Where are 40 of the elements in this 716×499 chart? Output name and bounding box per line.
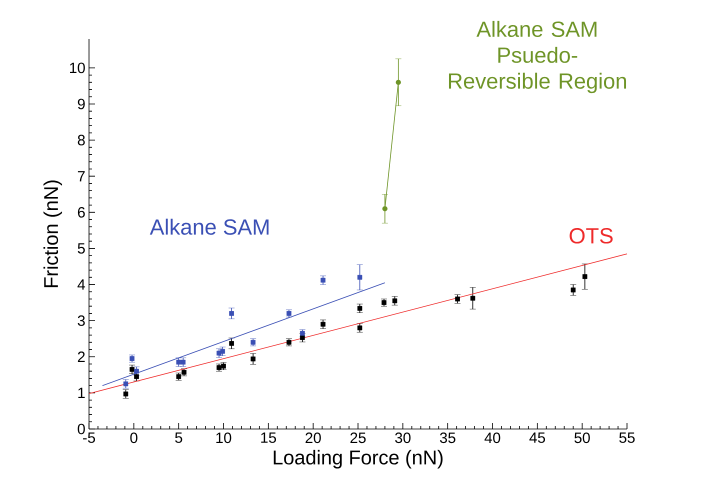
point	[123, 392, 128, 396]
y-tick-label: 10	[70, 62, 85, 74]
x-axis-title: Loading Force (nN)	[274, 450, 443, 469]
text: Alkane SAM Psuedo-Reversible Region	[448, 20, 626, 94]
x-tick-label: 5	[175, 432, 182, 443]
point	[382, 206, 388, 212]
y-tick-label: 5	[78, 243, 85, 254]
series-label: OTS	[570, 228, 613, 244]
x-tick-label: 45	[529, 432, 546, 443]
y-tick-label: 8	[78, 134, 85, 146]
y-tick-label: 2	[78, 352, 85, 362]
text: Alkane SAM	[150, 218, 269, 235]
y-tick-label: 1	[78, 388, 85, 398]
x-tick-label: 35	[440, 432, 456, 444]
x-tick-label: 25	[350, 432, 366, 444]
y-tick-label: 3	[78, 315, 85, 326]
y-tick-label: 4	[78, 279, 86, 290]
x-tick-label: -5	[83, 432, 96, 443]
point	[229, 311, 234, 316]
y-tick-label: 6	[78, 207, 85, 218]
y-axis-title: Friction (nN)	[43, 180, 62, 288]
point	[229, 341, 234, 346]
point	[396, 80, 401, 85]
x-tick-label: 40	[484, 432, 500, 444]
point	[570, 288, 576, 292]
point	[250, 356, 256, 362]
point	[582, 274, 588, 279]
x-tick-label: 0	[130, 432, 138, 444]
x-tick-label: 30	[395, 432, 411, 444]
x-tick-label: 55	[619, 432, 635, 443]
x-tick-label: 10	[216, 432, 232, 444]
x-tick-label: 20	[306, 432, 321, 444]
point	[455, 296, 460, 302]
point	[357, 274, 362, 280]
y-tick-label: 9	[78, 98, 85, 110]
y-tick-label: 7	[78, 171, 85, 182]
point	[470, 296, 476, 301]
y-tick-label: 0	[78, 424, 85, 434]
x-tick-label: 50	[574, 432, 590, 444]
x-tick-label: 15	[261, 432, 276, 443]
